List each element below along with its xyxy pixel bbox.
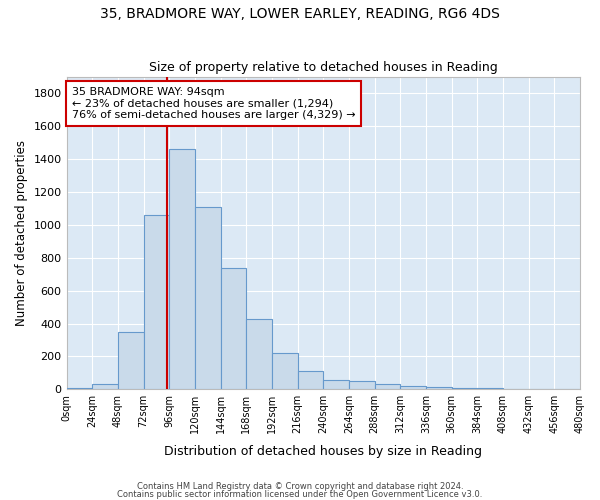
Bar bbox=[298, 371, 323, 390]
Text: Contains public sector information licensed under the Open Government Licence v3: Contains public sector information licen… bbox=[118, 490, 482, 499]
Bar bbox=[92, 384, 118, 390]
Bar bbox=[426, 387, 452, 390]
Title: Size of property relative to detached houses in Reading: Size of property relative to detached ho… bbox=[149, 62, 497, 74]
Bar bbox=[323, 380, 349, 390]
Bar bbox=[118, 332, 143, 390]
Bar bbox=[169, 150, 195, 390]
Bar bbox=[272, 353, 298, 390]
Bar bbox=[400, 386, 426, 390]
Bar bbox=[452, 388, 478, 390]
Y-axis label: Number of detached properties: Number of detached properties bbox=[15, 140, 28, 326]
X-axis label: Distribution of detached houses by size in Reading: Distribution of detached houses by size … bbox=[164, 444, 482, 458]
Text: Contains HM Land Registry data © Crown copyright and database right 2024.: Contains HM Land Registry data © Crown c… bbox=[137, 482, 463, 491]
Bar bbox=[246, 318, 272, 390]
Bar bbox=[195, 207, 221, 390]
Bar bbox=[349, 381, 374, 390]
Bar bbox=[478, 388, 503, 390]
Bar bbox=[67, 388, 92, 390]
Bar bbox=[143, 215, 169, 390]
Text: 35 BRADMORE WAY: 94sqm
← 23% of detached houses are smaller (1,294)
76% of semi-: 35 BRADMORE WAY: 94sqm ← 23% of detached… bbox=[72, 87, 356, 120]
Bar bbox=[374, 384, 400, 390]
Bar bbox=[221, 268, 246, 390]
Text: 35, BRADMORE WAY, LOWER EARLEY, READING, RG6 4DS: 35, BRADMORE WAY, LOWER EARLEY, READING,… bbox=[100, 8, 500, 22]
